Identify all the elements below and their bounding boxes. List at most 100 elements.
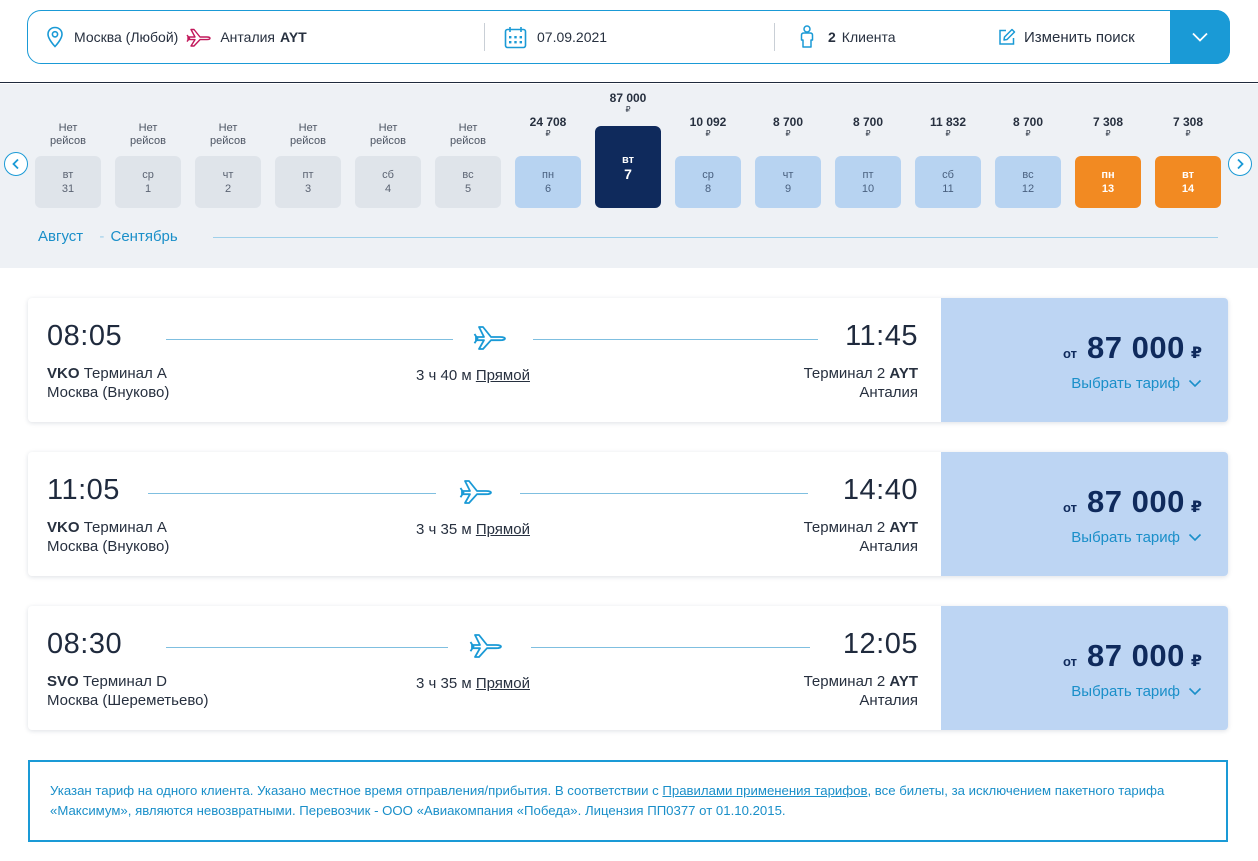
calendar-day[interactable]: 10 092 ₽ ср 8 [675, 84, 741, 214]
calendar-day[interactable]: Нет рейсов вт 31 [35, 84, 101, 214]
duration-value: 3 ч 35 м [416, 521, 472, 538]
day-weekday: ср [702, 168, 714, 181]
date-price-calendar: Нет рейсов вт 31 Нет рейсов ср 1 Нет рейсов чт 2 Нет… [0, 84, 1258, 268]
arrival-info: Терминал 2 AYT Анталия [804, 672, 918, 710]
search-summary-bar: Москва (Любой) Анталия AYT 07.09.2021 2 … [27, 10, 1230, 64]
calendar-day[interactable]: 8 700 ₽ вс 12 [995, 84, 1061, 214]
airplane-icon [469, 630, 505, 660]
day-tile[interactable]: вт 31 [35, 156, 101, 208]
calendar-day[interactable]: Нет рейсов ср 1 [115, 84, 181, 214]
calendar-day[interactable]: 7 308 ₽ пн 13 [1075, 84, 1141, 214]
price-panel[interactable]: от 87 000 ₽ Выбрать тариф [941, 452, 1228, 576]
month-tabs: Август - Сентябрь [38, 228, 178, 245]
fare-rules-link[interactable]: Правилами применения тарифов [662, 783, 868, 798]
day-tile[interactable]: пн 6 [515, 156, 581, 208]
departure-info: VKO Терминал A Москва (Внуково) [47, 518, 169, 556]
no-flights-label: Нет рейсов [195, 122, 261, 148]
no-flights-line: Нет [58, 122, 78, 134]
change-search-button[interactable]: Изменить поиск [998, 11, 1135, 63]
day-tile[interactable]: сб 11 [915, 156, 981, 208]
price-from-label: от [1063, 500, 1078, 515]
notice-text-after: , все билеты, за исключением пакетного т… [50, 783, 1165, 818]
arrival-terminal: Терминал 2 [803, 673, 886, 690]
flight-type-link[interactable]: Прямой [475, 367, 530, 384]
passenger-count: 2 [828, 29, 836, 45]
day-tile[interactable]: вт 14 [1155, 156, 1221, 208]
day-tile[interactable]: пт 3 [275, 156, 341, 208]
no-flights-line: Нет [298, 122, 318, 134]
day-number: 9 [784, 182, 792, 195]
day-price-currency: ₽ [945, 129, 951, 138]
price-panel[interactable]: от 87 000 ₽ Выбрать тариф [941, 298, 1228, 422]
change-search-label: Изменить поиск [1024, 28, 1135, 46]
route-line [148, 493, 436, 494]
arrival-airport-code: AYT [889, 673, 918, 690]
day-weekday: сб [942, 168, 954, 181]
no-flights-line: рейсов [210, 135, 246, 147]
calendar-day[interactable]: 11 832 ₽ сб 11 [915, 84, 981, 214]
select-tariff-button[interactable]: Выбрать тариф [1071, 683, 1202, 700]
day-price-currency: ₽ [785, 129, 791, 138]
arrival-city: Анталия [859, 384, 918, 401]
day-price: 8 700 ₽ [995, 115, 1061, 139]
flight-duration: 3 ч 35 м Прямой [416, 675, 530, 692]
flight-type-link[interactable]: Прямой [475, 521, 530, 538]
edit-icon [998, 28, 1016, 46]
select-tariff-label: Выбрать тариф [1071, 375, 1180, 392]
calendar-day[interactable]: Нет рейсов сб 4 [355, 84, 421, 214]
next-dates-button[interactable] [1228, 152, 1252, 176]
route-field[interactable]: Москва (Любой) Анталия AYT [46, 11, 307, 63]
calendar-day[interactable]: Нет рейсов вс 5 [435, 84, 501, 214]
day-tile[interactable]: сб 4 [355, 156, 421, 208]
day-tile[interactable]: вс 12 [995, 156, 1061, 208]
date-field[interactable]: 07.09.2021 [504, 11, 607, 63]
calendar-day[interactable]: 7 308 ₽ вт 14 [1155, 84, 1221, 214]
day-tile[interactable]: пт 10 [835, 156, 901, 208]
day-number: 2 [224, 182, 232, 195]
calendar-day[interactable]: 8 700 ₽ чт 9 [755, 84, 821, 214]
day-price-currency: ₽ [1185, 129, 1191, 138]
passengers-field[interactable]: 2 Клиента [800, 11, 896, 63]
select-tariff-button[interactable]: Выбрать тариф [1071, 375, 1202, 392]
calendar-day[interactable]: 8 700 ₽ пт 10 [835, 84, 901, 214]
day-number: 12 [1021, 182, 1035, 195]
day-number: 5 [464, 182, 472, 195]
day-tile[interactable]: чт 2 [195, 156, 261, 208]
calendar-day[interactable]: Нет рейсов пт 3 [275, 84, 341, 214]
arrival-terminal: Терминал 2 [803, 519, 886, 536]
no-flights-line: рейсов [450, 135, 486, 147]
day-weekday: вт [62, 168, 74, 181]
flight-duration: 3 ч 35 м Прямой [416, 521, 530, 538]
arrival-time: 11:45 [845, 320, 918, 352]
fare-notice: Указан тариф на одного клиента. Указано … [28, 760, 1228, 842]
price-panel[interactable]: от 87 000 ₽ Выбрать тариф [941, 606, 1228, 730]
flight-duration: 3 ч 40 м Прямой [416, 367, 530, 384]
arrival-airport-code: AYT [889, 519, 918, 536]
expand-search-button[interactable] [1170, 10, 1230, 64]
flight-card: 08:05 11:45 VKO Терминал A Москва (Внуково)… [28, 298, 1228, 422]
month-september[interactable]: Сентябрь [110, 228, 178, 245]
day-price: 11 832 ₽ [915, 116, 981, 139]
day-tile[interactable]: ср 8 [675, 156, 741, 208]
price-currency: ₽ [1190, 345, 1202, 362]
departure-terminal: Терминал A [83, 365, 167, 382]
month-august[interactable]: Август [38, 228, 84, 245]
prev-dates-button[interactable] [4, 152, 28, 176]
departure-time: 08:30 [47, 628, 123, 660]
day-tile[interactable]: чт 9 [755, 156, 821, 208]
day-number: 1 [144, 182, 152, 195]
flight-type-link[interactable]: Прямой [475, 675, 530, 692]
calendar-day[interactable]: 24 708 ₽ пн 6 [515, 84, 581, 214]
calendar-day[interactable]: Нет рейсов чт 2 [195, 84, 261, 214]
day-tile[interactable]: ср 1 [115, 156, 181, 208]
price-line: от 87 000 ₽ [1063, 484, 1202, 520]
day-tile[interactable]: вс 5 [435, 156, 501, 208]
departure-airport-code: SVO [47, 673, 79, 690]
calendar-day[interactable]: 87 000 ₽ вт 7 [595, 84, 661, 214]
day-tile[interactable]: пн 13 [1075, 156, 1141, 208]
price-line: от 87 000 ₽ [1063, 330, 1202, 366]
day-price-amount: 8 700 [1012, 115, 1044, 129]
day-tile[interactable]: вт 7 [595, 126, 661, 208]
select-tariff-button[interactable]: Выбрать тариф [1071, 529, 1202, 546]
chevron-down-icon [1188, 533, 1202, 542]
